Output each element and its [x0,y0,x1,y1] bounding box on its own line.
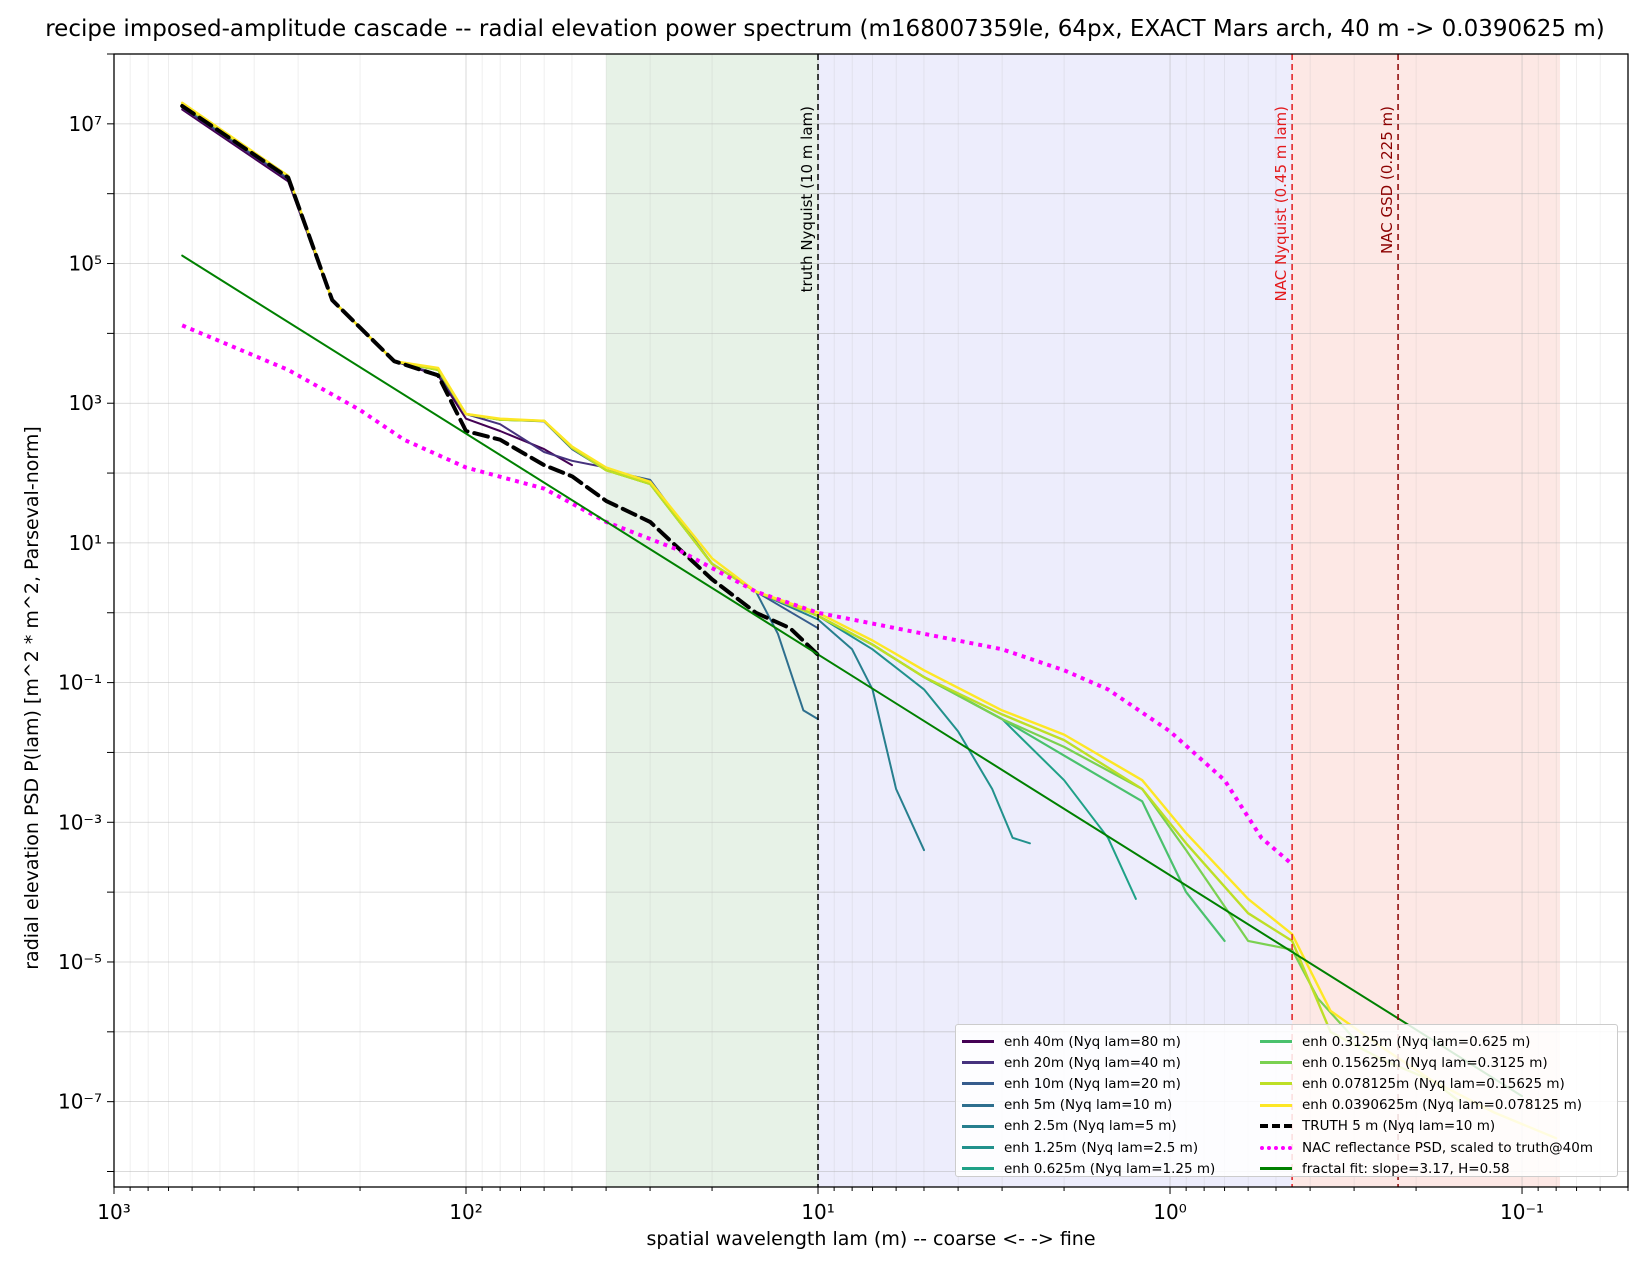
vline-label: NAC Nyquist (0.45 m lam) [1272,106,1290,301]
legend-item: enh 2.5m (Nyq lam=5 m) [962,1116,1215,1137]
legend-item: TRUTH 5 m (Nyq lam=10 m) [1260,1116,1593,1137]
x-tick-label: 10² [449,1200,482,1224]
legend: enh 40m (Nyq lam=80 m) enh 20m (Nyq lam=4… [955,1024,1618,1177]
legend-label: NAC reflectance PSD, scaled to truth@40m [1302,1139,1594,1156]
legend-label: TRUTH 5 m (Nyq lam=10 m) [1302,1118,1496,1135]
y-axis-label: radial elevation PSD P(lam) [m^2 * m^2, … [21,426,43,970]
series-line [181,106,608,469]
legend-label: enh 10m (Nyq lam=20 m) [1004,1075,1181,1092]
legend-swatch [962,1167,994,1171]
vline-label: NAC GSD (0.225 m) [1378,106,1396,254]
series-line [181,108,573,467]
legend-swatch [962,1124,994,1128]
legend-swatch [962,1040,994,1044]
x-tick-label: 10³ [97,1200,130,1224]
legend-item: enh 10m (Nyq lam=20 m) [962,1073,1215,1094]
legend-item: enh 0.0390625m (Nyq lam=0.078125 m) [1260,1095,1593,1116]
y-tick-label: 10⁷ [69,112,102,136]
legend-swatch [962,1061,994,1065]
legend-label: enh 0.3125m (Nyq lam=0.625 m) [1302,1033,1531,1050]
y-tick-label: 10¹ [69,531,102,555]
region-bands [606,54,1561,1187]
legend-item: enh 0.625m (Nyq lam=1.25 m) [962,1158,1215,1179]
legend-label: enh 5m (Nyq lam=10 m) [1004,1097,1173,1114]
reference-lines: truth Nyquist (10 m lam) NAC Nyquist (0.4… [798,54,1399,1187]
legend-swatch [1260,1167,1292,1171]
legend-item: enh 20m (Nyq lam=40 m) [962,1052,1215,1073]
legend-item: NAC reflectance PSD, scaled to truth@40m [1260,1137,1593,1158]
vline-label: truth Nyquist (10 m lam) [798,106,816,292]
legend-item: enh 1.25m (Nyq lam=2.5 m) [962,1137,1215,1158]
axis-ticks: 10³ 10² 10¹ 10⁰ 10⁻¹ 10⁷ 10⁵ 10³ 10¹ 10⁻¹ 10⁻³ 10⁻⁵… [58,53,1629,1224]
legend-swatch [1260,1040,1292,1044]
legend-label: enh 1.25m (Nyq lam=2.5 m) [1004,1139,1199,1156]
legend-label: enh 0.15625m (Nyq lam=0.3125 m) [1302,1054,1548,1071]
legend-swatch [1260,1061,1292,1065]
shaded-band [606,54,819,1187]
legend-label: fractal fit: slope=3.17, H=0.58 [1302,1160,1510,1177]
legend-swatch [962,1103,994,1107]
y-tick-label: 10³ [69,391,102,415]
legend-swatch [962,1082,994,1086]
shaded-band [1292,54,1561,1187]
legend-swatch [962,1146,994,1150]
legend-item: enh 40m (Nyq lam=80 m) [962,1031,1215,1052]
y-tick-label: 10⁵ [69,252,102,276]
shaded-band [818,54,1293,1187]
legend-swatch [1260,1082,1292,1086]
legend-label: enh 0.0390625m (Nyq lam=0.078125 m) [1302,1097,1582,1114]
y-tick-label: 10⁻⁵ [58,950,102,974]
x-tick-label: 10⁻¹ [1500,1200,1544,1224]
chart-title: recipe imposed-amplitude cascade -- radi… [45,16,1605,42]
legend-item: fractal fit: slope=3.17, H=0.58 [1260,1158,1593,1179]
legend-item: enh 0.078125m (Nyq lam=0.15625 m) [1260,1073,1593,1094]
legend-swatch [1260,1103,1292,1107]
series-line [181,101,1558,1140]
legend-item: enh 5m (Nyq lam=10 m) [962,1095,1215,1116]
legend-item: enh 0.15625m (Nyq lam=0.3125 m) [1260,1052,1593,1073]
x-tick-label: 10⁰ [1153,1200,1186,1224]
series-line [180,104,820,657]
legend-item: enh 0.3125m (Nyq lam=0.625 m) [1260,1031,1593,1052]
series-line [181,254,1523,1098]
legend-label: enh 40m (Nyq lam=80 m) [1004,1033,1181,1050]
y-tick-label: 10⁻¹ [58,671,102,695]
x-tick-label: 10¹ [801,1200,834,1224]
y-tick-label: 10⁻⁷ [58,1090,102,1114]
y-tick-label: 10⁻³ [58,810,102,834]
legend-label: enh 2.5m (Nyq lam=5 m) [1004,1118,1177,1135]
legend-swatch [1260,1145,1292,1150]
legend-label: enh 20m (Nyq lam=40 m) [1004,1054,1181,1071]
legend-label: enh 0.078125m (Nyq lam=0.15625 m) [1302,1075,1565,1092]
x-axis-label: spatial wavelength lam (m) -- coarse <- … [646,1228,1096,1250]
legend-column-left: enh 40m (Nyq lam=80 m) enh 20m (Nyq lam=4… [962,1031,1215,1179]
legend-column-right: enh 0.3125m (Nyq lam=0.625 m) enh 0.15625… [1260,1031,1593,1179]
axes-frame [113,53,1629,1188]
legend-swatch [1260,1124,1292,1129]
legend-label: enh 0.625m (Nyq lam=1.25 m) [1004,1160,1216,1177]
plot-area [180,101,1558,1140]
